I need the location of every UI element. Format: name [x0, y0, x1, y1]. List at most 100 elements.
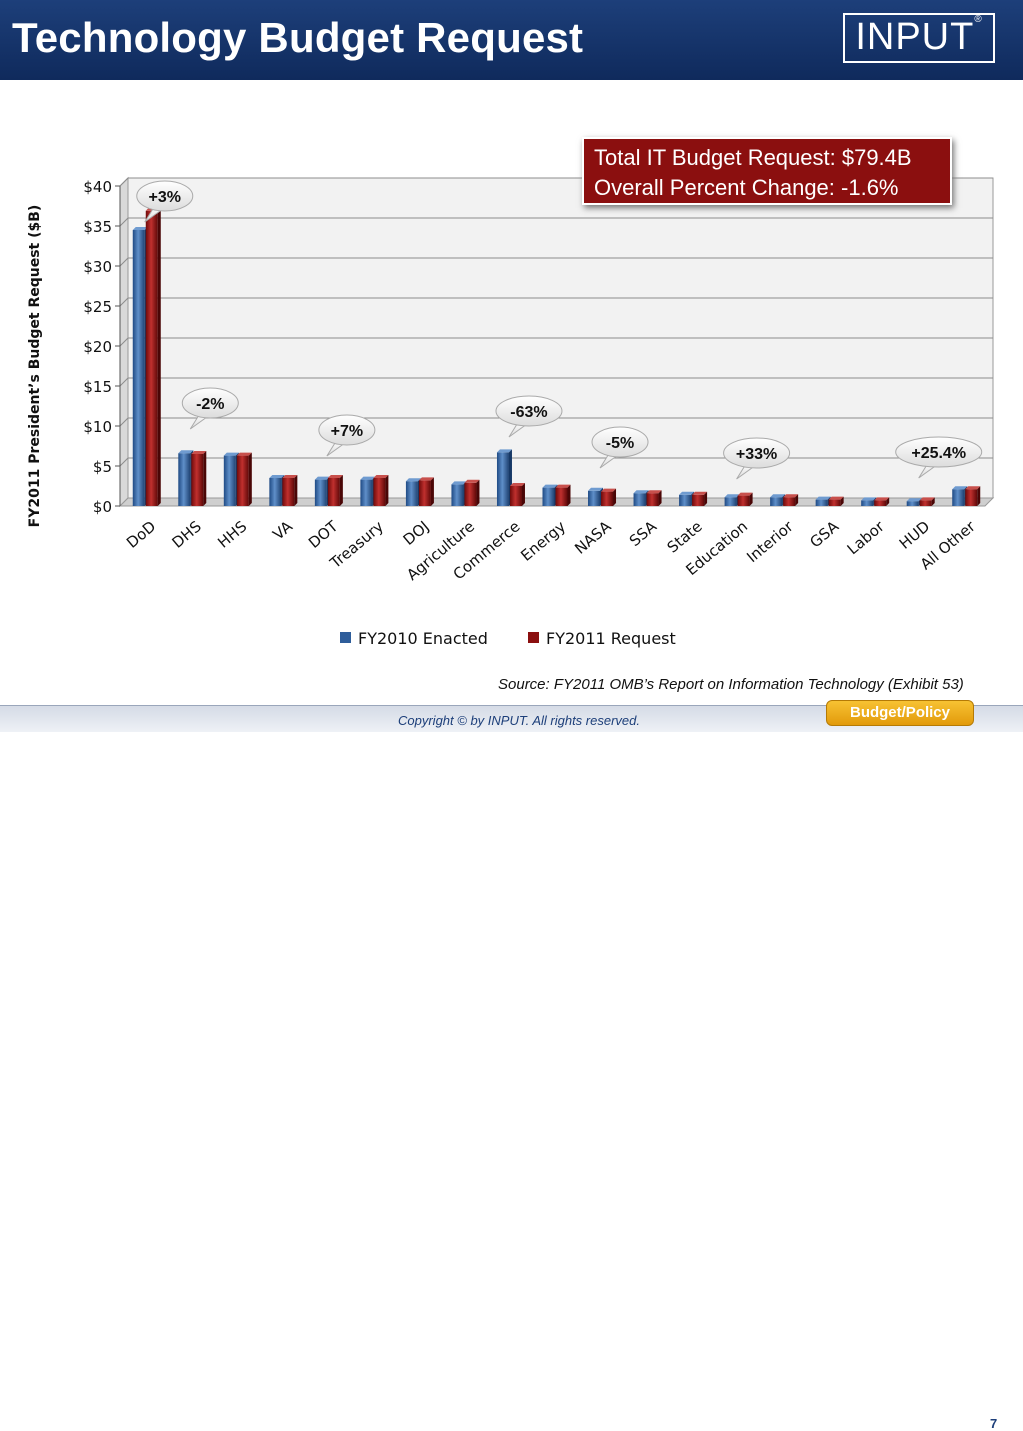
bar	[828, 499, 841, 506]
bar-top	[770, 494, 786, 498]
bar	[509, 486, 522, 506]
bar	[269, 478, 282, 506]
budget-bar-chart: $0 $5 $10 $15 $20 $25 $30 $35 $40 DoD DHS HHS VA DOT…	[27, 176, 995, 648]
bar-top	[861, 497, 877, 501]
bar-top	[906, 498, 922, 502]
y-tick-label: $40	[83, 178, 112, 196]
y-tick-label: $25	[83, 298, 112, 316]
bar	[178, 453, 191, 506]
bars	[132, 207, 981, 507]
gridline-side	[119, 457, 129, 467]
change-callout: +3%	[136, 180, 194, 223]
x-tick-label: GSA	[806, 517, 842, 552]
bar-top	[737, 492, 753, 496]
bar-top	[360, 476, 376, 480]
bar	[724, 497, 737, 506]
bar-side	[339, 475, 343, 506]
bar-top	[236, 452, 252, 456]
bar-top	[692, 491, 708, 495]
bar-top	[555, 484, 571, 488]
callout-bubble	[895, 436, 983, 468]
bar-top	[633, 490, 649, 494]
bar-top	[314, 476, 330, 480]
bar-side	[613, 488, 617, 506]
page-title: Technology Budget Request	[12, 14, 584, 61]
legend-label: FY2011 Request	[546, 629, 676, 648]
bar-top	[191, 451, 207, 454]
y-tick-label: $30	[83, 258, 112, 276]
bar	[360, 479, 373, 506]
bar	[132, 230, 145, 506]
bar-top	[132, 227, 148, 230]
bar	[555, 487, 568, 506]
change-callout: -5%	[591, 426, 649, 469]
bar-top	[223, 452, 239, 456]
y-tick-label: $10	[83, 418, 112, 436]
callout-label: -63%	[510, 404, 547, 421]
bar	[874, 500, 887, 506]
change-callout: +7%	[318, 414, 376, 457]
total-budget-line: Total IT Budget Request: $79.4B	[594, 145, 912, 170]
y-axis: $0 $5 $10 $15 $20 $25 $30 $35 $40	[83, 178, 121, 516]
gridline-side	[119, 297, 129, 307]
page-number: 7	[990, 1416, 998, 1431]
bar	[418, 480, 431, 506]
bar	[861, 500, 874, 506]
x-tick-label: DHS	[169, 517, 205, 552]
bar-top	[405, 478, 421, 482]
bar-side	[840, 496, 844, 506]
bar	[906, 501, 919, 506]
y-axis-label: FY2011 President’s Budget Request ($B)	[27, 205, 43, 528]
bar	[145, 210, 158, 507]
bar-top	[542, 484, 558, 488]
bar-top	[588, 487, 604, 491]
bar	[952, 489, 965, 506]
bar-side	[931, 497, 935, 506]
bar-top	[874, 497, 890, 501]
bar-top	[451, 481, 467, 485]
bar	[679, 494, 692, 506]
bar	[737, 495, 750, 506]
bar-side	[567, 484, 571, 506]
callout-label: +25.4%	[911, 445, 966, 462]
gridline-side	[119, 377, 129, 387]
callout-label: +3%	[149, 189, 181, 206]
bar-top	[464, 479, 480, 483]
input-logo: INPUT®	[843, 13, 995, 63]
callout-bubble	[495, 395, 563, 427]
bar-top	[282, 475, 298, 478]
x-tick-label: DoD	[123, 517, 159, 552]
budget-policy-tab[interactable]: Budget/Policy	[826, 700, 974, 726]
callout-bubble	[181, 387, 239, 419]
legend: FY2010 Enacted FY2011 Request	[340, 629, 676, 648]
bar	[282, 478, 295, 506]
bar-top	[783, 494, 799, 498]
bar-top	[815, 496, 831, 500]
x-tick-label: HHS	[214, 517, 250, 551]
total-budget-box: Total IT Budget Request: $79.4B Overall …	[582, 137, 952, 205]
x-tick-label: Interior	[743, 517, 797, 566]
bar	[191, 454, 204, 506]
y-tick-label: $5	[93, 458, 112, 476]
y-tick-label: $20	[83, 338, 112, 356]
y-tick-label: $35	[83, 218, 112, 236]
bar	[588, 490, 601, 506]
gridline-side	[119, 337, 129, 347]
change-callout: +33%	[723, 437, 791, 480]
x-tick-label: VA	[269, 517, 296, 544]
legend-label: FY2010 Enacted	[358, 629, 488, 648]
bar-top	[496, 449, 512, 453]
bar-top	[919, 497, 935, 501]
bar	[373, 478, 386, 506]
bar-top	[418, 477, 434, 481]
bar	[405, 481, 418, 506]
bar-top	[269, 475, 285, 478]
bar-top	[965, 486, 981, 490]
change-callout: +25.4%	[895, 436, 983, 479]
bar-top	[646, 490, 662, 494]
bar-top	[601, 488, 617, 492]
x-tick-label: Energy	[517, 517, 569, 565]
bar-side	[248, 452, 252, 506]
bar	[314, 479, 327, 506]
logo-text: INPUT	[855, 16, 975, 58]
